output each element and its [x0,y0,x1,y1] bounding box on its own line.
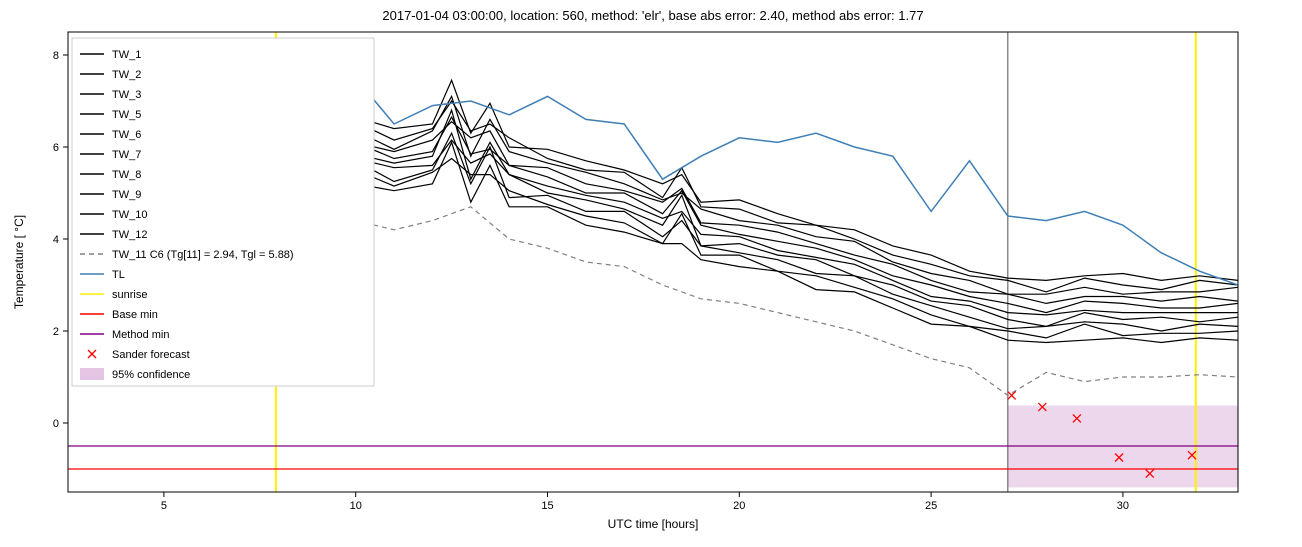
legend-label: TW_9 [112,189,141,201]
y-tick-label: 0 [53,418,59,430]
legend-label: TW_10 [112,209,147,221]
x-tick-label: 5 [161,500,167,512]
legend-label: TW_12 [112,229,147,241]
y-tick-label: 8 [53,50,59,62]
legend-label: TW_2 [112,69,141,81]
legend-label: TW_11 C6 (Tg[11] = 2.94, Tgl = 5.88) [112,249,294,261]
legend-label: TL [112,269,125,281]
legend-label: TW_1 [112,49,141,61]
x-axis-label: UTC time [hours] [608,517,699,531]
legend-label: TW_8 [112,169,141,181]
legend-label: Base min [112,309,158,321]
legend-label: sunrise [112,289,147,301]
legend-swatch [80,368,104,380]
y-tick-label: 6 [53,142,59,154]
x-tick-label: 20 [733,500,745,512]
y-tick-label: 4 [53,234,59,246]
chart-title: 2017-01-04 03:00:00, location: 560, meth… [382,8,923,23]
x-tick-label: 25 [925,500,937,512]
legend-label: TW_5 [112,109,141,121]
legend-label: 95% confidence [112,369,190,381]
legend-label: TW_7 [112,149,141,161]
x-tick-label: 30 [1117,500,1129,512]
x-tick-label: 15 [541,500,553,512]
legend-label: TW_6 [112,129,141,141]
chart-svg: 5 10 15 20 25 30 0 2 4 6 8 UTC time [hours] Temperat… [0,0,1302,547]
x-tick-label: 10 [350,500,362,512]
legend-label: Sander forecast [112,349,190,361]
legend-label: TW_3 [112,89,141,101]
y-axis-label: Temperature [ °C] [12,215,26,309]
legend-label: Method min [112,329,169,341]
y-tick-label: 2 [53,326,59,338]
chart-container: 5 10 15 20 25 30 0 2 4 6 8 UTC time [hours] Temperat… [0,0,1302,547]
